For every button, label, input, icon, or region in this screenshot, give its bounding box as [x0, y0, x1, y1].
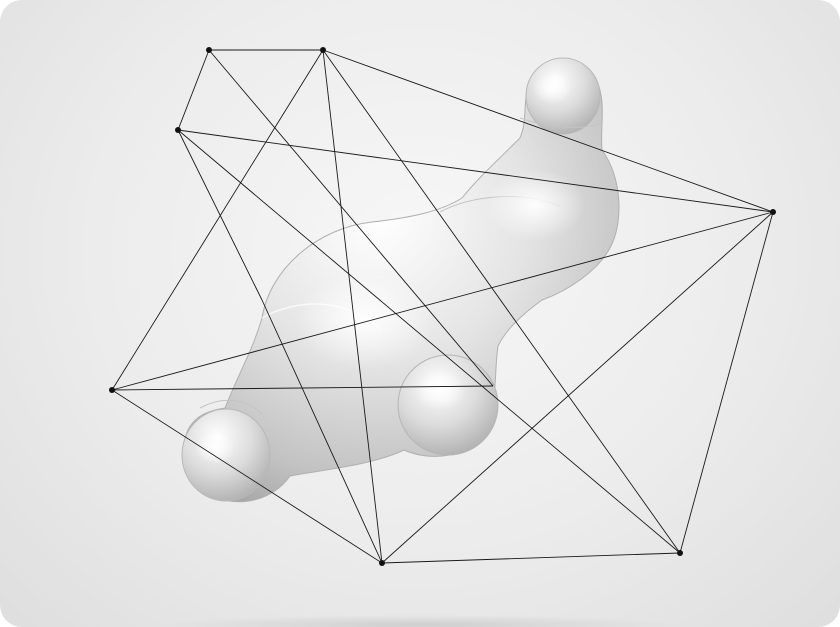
wireframe-network [111, 49, 774, 564]
molecule-blob [181, 57, 620, 503]
network-line [111, 49, 324, 391]
floor-shadow [160, 615, 680, 627]
network-node [320, 47, 326, 53]
network-line [322, 49, 383, 564]
network-line [111, 211, 774, 391]
blob-contour-3 [519, 117, 603, 128]
network-line [208, 49, 494, 387]
network-line [177, 129, 263, 301]
highlight-lobe [414, 370, 466, 410]
network-node [379, 560, 385, 566]
network-line [381, 211, 774, 564]
network-line [381, 552, 681, 564]
network-nodes [109, 47, 776, 566]
network-line [261, 299, 383, 564]
highlight-upper [485, 169, 585, 241]
network-line [111, 389, 383, 564]
highlight-top-bulb [532, 72, 572, 104]
network-node [677, 550, 683, 556]
network-line [177, 49, 210, 131]
network-node [206, 47, 212, 53]
network-line [177, 129, 681, 554]
network-line [322, 49, 774, 213]
network-line [177, 129, 774, 213]
network-line [322, 49, 681, 554]
highlight-bottom-bulb [195, 432, 235, 464]
network-node [175, 127, 181, 133]
network-line [679, 211, 774, 554]
network-node [770, 209, 776, 215]
highlight-main [295, 272, 435, 368]
blob-contour-4 [199, 399, 263, 415]
network-node [109, 387, 115, 393]
